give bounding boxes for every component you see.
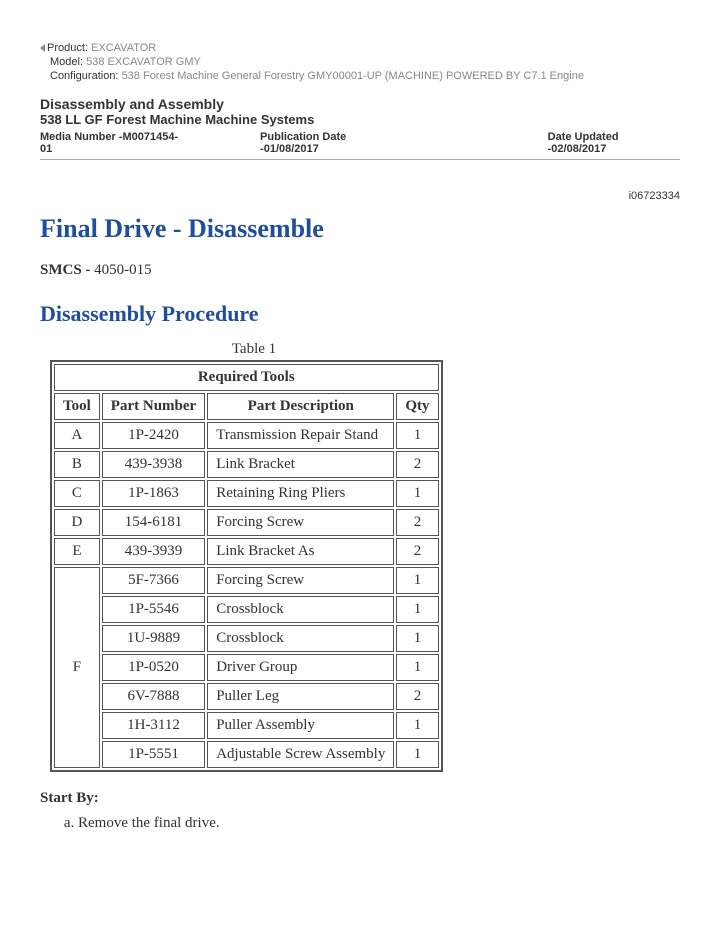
cell-tool: D: [54, 509, 100, 536]
table-header-row: Tool Part Number Part Description Qty: [54, 393, 439, 420]
cell-partnumber: 1P-2420: [102, 422, 205, 449]
smcs-label: SMCS -: [40, 262, 90, 278]
col-partnumber: Part Number: [102, 393, 205, 420]
cell-qty: 2: [396, 538, 438, 565]
col-tool: Tool: [54, 393, 100, 420]
cell-desc: Crossblock: [207, 625, 394, 652]
meta-product: Product: EXCAVATOR: [40, 42, 680, 54]
table-row: C1P-1863Retaining Ring Pliers1: [54, 480, 439, 507]
model-value: 538 EXCAVATOR GMY: [86, 56, 201, 68]
required-tools-table: Required Tools Tool Part Number Part Des…: [50, 360, 443, 772]
cell-partnumber: 1P-1863: [102, 480, 205, 507]
cell-desc: Adjustable Screw Assembly: [207, 741, 394, 768]
start-by-steps: Remove the final drive.: [40, 815, 680, 832]
back-icon: [40, 44, 45, 52]
cell-qty: 1: [396, 741, 438, 768]
cell-qty: 1: [396, 625, 438, 652]
config-label: Configuration:: [50, 70, 119, 82]
cell-tool: F: [54, 567, 100, 768]
cell-partnumber: 439-3938: [102, 451, 205, 478]
cell-desc: Retaining Ring Pliers: [207, 480, 394, 507]
divider: [40, 159, 680, 160]
publication-row: Media Number -M0071454-01 Publication Da…: [40, 131, 680, 155]
cell-desc: Crossblock: [207, 596, 394, 623]
cell-partnumber: 1P-5546: [102, 596, 205, 623]
cell-partnumber: 1P-5551: [102, 741, 205, 768]
cell-desc: Link Bracket As: [207, 538, 394, 565]
table-row: A1P-2420Transmission Repair Stand1: [54, 422, 439, 449]
table-row: 1P-5551Adjustable Screw Assembly1: [54, 741, 439, 768]
table-row: 1P-0520Driver Group1: [54, 654, 439, 681]
cell-desc: Puller Leg: [207, 683, 394, 710]
cell-qty: 1: [396, 596, 438, 623]
cell-tool: C: [54, 480, 100, 507]
col-qty: Qty: [396, 393, 438, 420]
publication-date: Publication Date -01/08/2017: [260, 131, 408, 155]
meta-model: Model: 538 EXCAVATOR GMY: [40, 56, 680, 68]
section-title: Disassembly and Assembly: [40, 96, 680, 112]
procedure-title: Final Drive - Disassemble: [40, 214, 680, 244]
procedure-subtitle: Disassembly Procedure: [40, 301, 680, 327]
table-row: 1U-9889Crossblock1: [54, 625, 439, 652]
cell-desc: Forcing Screw: [207, 509, 394, 536]
table-header-span-row: Required Tools: [54, 364, 439, 391]
cell-partnumber: 1P-0520: [102, 654, 205, 681]
product-label: Product:: [47, 42, 88, 54]
cell-desc: Link Bracket: [207, 451, 394, 478]
cell-partnumber: 5F-7366: [102, 567, 205, 594]
table-row: 1H-3112Puller Assembly1: [54, 712, 439, 739]
cell-desc: Puller Assembly: [207, 712, 394, 739]
table-caption: Table 1: [50, 341, 458, 358]
media-number: Media Number -M0071454-01: [40, 131, 190, 155]
table-row: B439-3938Link Bracket2: [54, 451, 439, 478]
cell-qty: 1: [396, 422, 438, 449]
cell-qty: 1: [396, 480, 438, 507]
product-value: EXCAVATOR: [91, 42, 156, 54]
cell-tool: B: [54, 451, 100, 478]
cell-tool: A: [54, 422, 100, 449]
doc-id: i06723334: [40, 190, 680, 202]
smcs-value: 4050-015: [94, 262, 152, 278]
cell-qty: 2: [396, 683, 438, 710]
cell-desc: Forcing Screw: [207, 567, 394, 594]
cell-tool: E: [54, 538, 100, 565]
config-value: 538 Forest Machine General Forestry GMY0…: [122, 70, 584, 82]
table-header-span: Required Tools: [54, 364, 439, 391]
cell-desc: Driver Group: [207, 654, 394, 681]
meta-config: Configuration: 538 Forest Machine Genera…: [40, 70, 680, 82]
cell-partnumber: 6V-7888: [102, 683, 205, 710]
date-updated: Date Updated -02/08/2017: [548, 131, 680, 155]
col-desc: Part Description: [207, 393, 394, 420]
cell-qty: 2: [396, 451, 438, 478]
cell-partnumber: 154-6181: [102, 509, 205, 536]
smcs-row: SMCS - 4050-015: [40, 262, 680, 279]
cell-desc: Transmission Repair Stand: [207, 422, 394, 449]
step-item: Remove the final drive.: [78, 815, 680, 832]
cell-partnumber: 439-3939: [102, 538, 205, 565]
table-row: F5F-7366Forcing Screw1: [54, 567, 439, 594]
table-row: E439-3939Link Bracket As2: [54, 538, 439, 565]
table-row: 1P-5546Crossblock1: [54, 596, 439, 623]
table-row: 6V-7888Puller Leg2: [54, 683, 439, 710]
cell-qty: 1: [396, 567, 438, 594]
section-subtitle: 538 LL GF Forest Machine Machine Systems: [40, 112, 680, 127]
cell-qty: 1: [396, 654, 438, 681]
cell-partnumber: 1U-9889: [102, 625, 205, 652]
cell-qty: 2: [396, 509, 438, 536]
cell-partnumber: 1H-3112: [102, 712, 205, 739]
table-row: D154-6181Forcing Screw2: [54, 509, 439, 536]
cell-qty: 1: [396, 712, 438, 739]
start-by-label: Start By:: [40, 790, 680, 807]
model-label: Model:: [50, 56, 83, 68]
